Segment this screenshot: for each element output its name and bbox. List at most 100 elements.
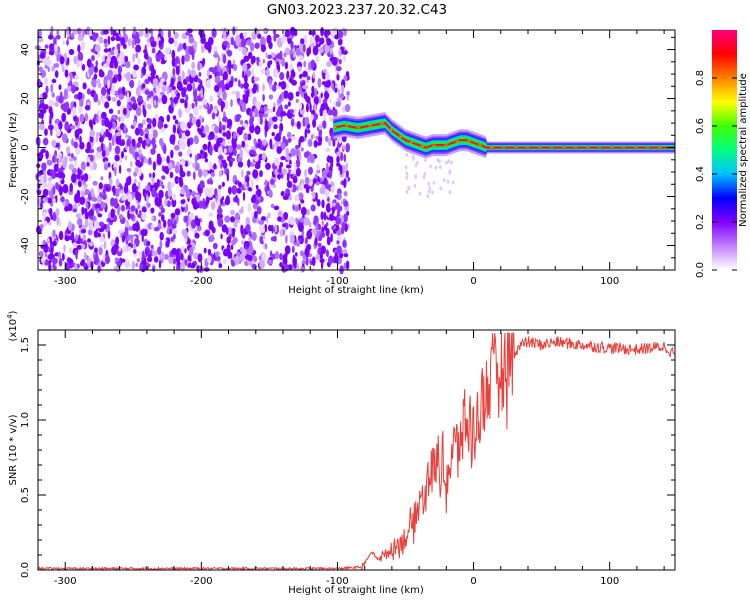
- noise-speckle: [274, 251, 279, 260]
- noise-speckle: [245, 55, 248, 61]
- noise-speckle: [302, 43, 306, 53]
- noise-speckle: [324, 82, 328, 88]
- noise-speckle: [343, 262, 347, 270]
- noise-speckle: [299, 182, 304, 190]
- noise-speckle: [115, 178, 120, 187]
- noise-speckle: [222, 140, 226, 146]
- noise-speckle: [88, 215, 94, 220]
- noise-speckle: [90, 188, 95, 197]
- noise-speckle: [299, 101, 303, 111]
- noise-speckle: [296, 120, 301, 130]
- noise-speckle: [116, 43, 121, 48]
- noise-speckle: [309, 154, 315, 164]
- noise-speckle: [214, 84, 220, 93]
- noise-speckle: [135, 106, 142, 117]
- noise-speckle: [150, 126, 155, 132]
- noise-speckle: [300, 266, 305, 272]
- noise-speckle: [278, 81, 282, 87]
- noise-speckle: [331, 202, 336, 207]
- colorbar-gradient: [712, 30, 737, 270]
- noise-speckle: [72, 208, 78, 213]
- noise-speckle: [47, 197, 53, 204]
- noise-speckle: [186, 170, 191, 177]
- noise-speckle: [152, 250, 158, 257]
- noise-speckle: [214, 75, 221, 84]
- noise-speckle: [405, 171, 409, 176]
- noise-speckle: [245, 90, 250, 98]
- noise-speckle: [54, 44, 58, 52]
- colorbar-tick-label: 0.4: [695, 166, 706, 182]
- noise-speckle: [138, 209, 142, 216]
- noise-speckle: [178, 151, 183, 157]
- noise-speckle: [304, 128, 308, 139]
- noise-speckle: [340, 92, 345, 99]
- noise-speckle: [260, 106, 264, 113]
- noise-speckle: [166, 200, 171, 208]
- noise-speckle: [315, 56, 320, 63]
- noise-speckle: [39, 99, 43, 105]
- noise-speckle: [304, 116, 310, 125]
- noise-speckle: [295, 98, 299, 103]
- noise-speckle: [122, 107, 127, 116]
- noise-speckle: [126, 104, 130, 110]
- noise-speckle: [134, 178, 137, 185]
- noise-speckle: [262, 83, 265, 92]
- noise-speckle: [124, 60, 131, 69]
- noise-speckle: [268, 188, 272, 198]
- noise-speckle: [137, 204, 141, 210]
- noise-speckle: [131, 38, 135, 49]
- noise-speckle: [227, 139, 231, 145]
- y-tick-label: 1.5: [20, 337, 31, 353]
- noise-speckle: [170, 212, 176, 219]
- noise-speckle: [95, 60, 98, 67]
- noise-speckle: [37, 176, 44, 181]
- noise-speckle: [167, 218, 171, 227]
- noise-speckle: [203, 247, 207, 254]
- noise-speckle: [326, 38, 332, 46]
- noise-speckle: [236, 187, 242, 194]
- noise-speckle: [58, 251, 61, 260]
- noise-speckle: [272, 68, 279, 78]
- noise-speckle: [276, 60, 280, 71]
- noise-speckle: [208, 224, 214, 230]
- noise-speckle: [93, 93, 99, 103]
- noise-speckle: [65, 27, 70, 36]
- noise-speckle: [245, 149, 251, 154]
- noise-speckle: [89, 129, 96, 138]
- noise-speckle: [171, 229, 178, 234]
- noise-speckle: [288, 195, 292, 201]
- noise-speckle: [161, 94, 168, 105]
- noise-speckle: [227, 59, 232, 69]
- noise-speckle: [226, 172, 230, 182]
- noise-speckle: [244, 74, 248, 84]
- noise-speckle: [156, 178, 160, 187]
- noise-speckle: [119, 189, 124, 194]
- noise-speckle: [218, 184, 222, 190]
- noise-speckle: [110, 89, 116, 96]
- noise-speckle: [175, 65, 180, 76]
- noise-speckle: [179, 98, 185, 104]
- noise-speckle: [228, 67, 232, 75]
- noise-speckle: [184, 53, 191, 62]
- noise-speckle: [115, 32, 119, 41]
- noise-speckle: [414, 174, 417, 179]
- noise-speckle: [319, 37, 325, 45]
- noise-speckle: [320, 211, 324, 221]
- noise-speckle: [205, 131, 209, 139]
- noise-speckle: [143, 228, 148, 236]
- noise-speckle: [153, 99, 157, 106]
- noise-speckle: [172, 67, 176, 77]
- noise-speckle: [320, 27, 324, 37]
- noise-speckle: [159, 138, 164, 146]
- noise-speckle: [138, 29, 144, 37]
- noise-speckle: [42, 188, 49, 197]
- ridge-band-4: [333, 119, 675, 152]
- noise-speckle: [260, 36, 266, 47]
- noise-speckle: [318, 124, 323, 131]
- noise-speckle: [309, 102, 312, 113]
- noise-speckle: [118, 116, 121, 122]
- noise-speckle: [196, 118, 201, 128]
- noise-speckle: [220, 233, 223, 240]
- noise-speckle: [127, 193, 133, 203]
